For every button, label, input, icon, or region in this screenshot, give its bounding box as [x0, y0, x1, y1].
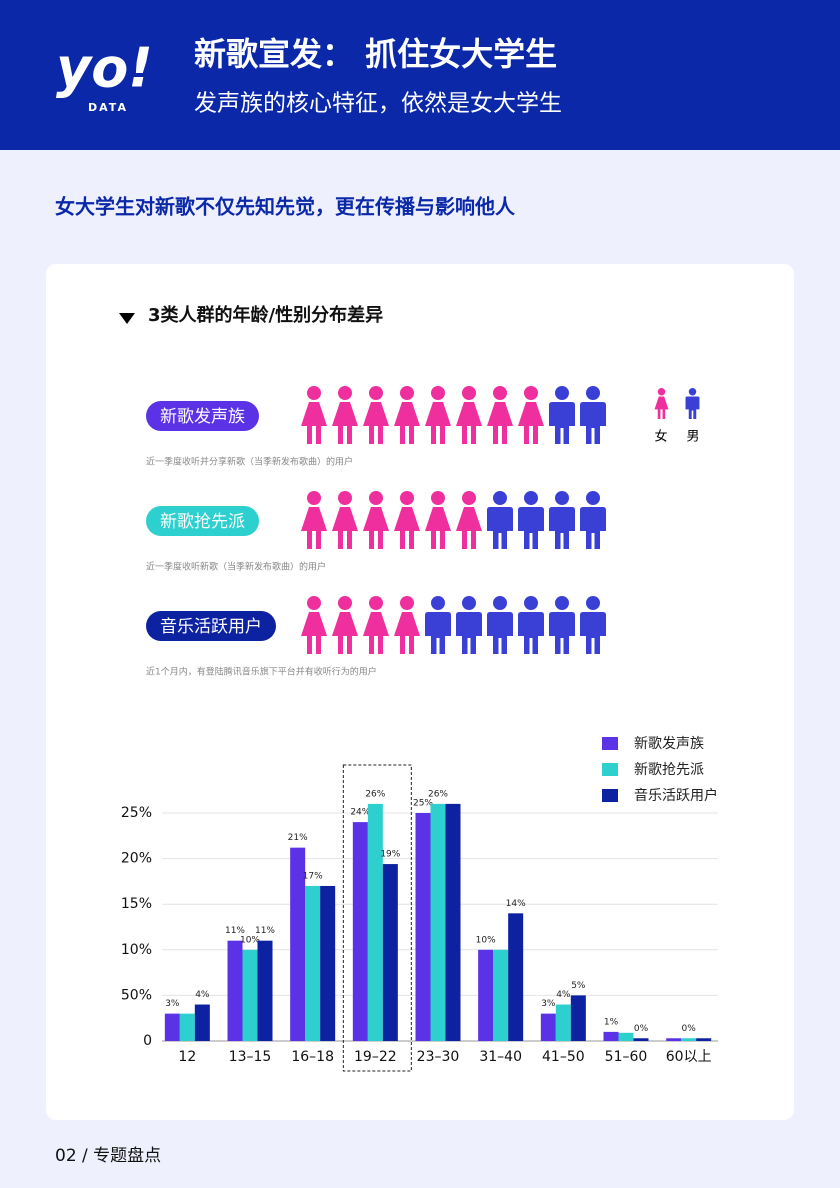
x-tick-label: 13–15 — [229, 1049, 272, 1065]
x-tick-label: 51–60 — [605, 1049, 648, 1065]
bar — [257, 940, 273, 1041]
bar — [508, 913, 524, 1041]
group-note: 近一季度收听新歌（当季新发布歌曲）的用户 — [146, 561, 326, 573]
value-label: 26% — [365, 789, 385, 799]
x-tick-label: 12 — [178, 1049, 196, 1065]
bar — [681, 1038, 697, 1041]
y-tick-label: 20% — [121, 851, 152, 867]
subtitle: 发声族的核心特征，依然是女大学生 — [194, 91, 562, 117]
bar — [603, 1031, 619, 1041]
bar — [493, 949, 509, 1041]
logo-sub: DATA — [88, 101, 128, 114]
footer: 02 / 专题盘点 — [55, 1146, 161, 1166]
value-label: 11% — [225, 926, 245, 936]
value-label: 21% — [288, 833, 308, 843]
value-label: 14% — [506, 899, 526, 909]
bar — [227, 940, 243, 1041]
value-label: 25% — [413, 799, 433, 809]
bar — [382, 864, 398, 1041]
value-label: 17% — [303, 871, 323, 881]
bar — [179, 1013, 195, 1041]
value-label: 3% — [541, 999, 556, 1009]
legend-swatch — [602, 737, 618, 750]
bar — [633, 1038, 649, 1041]
bar — [696, 1038, 712, 1041]
group-pill — [146, 401, 259, 431]
x-tick-label: 31–40 — [479, 1049, 522, 1065]
legend-male: 男 — [686, 430, 699, 445]
group-name: 新歌抢先派 — [160, 512, 245, 532]
bar — [570, 995, 586, 1041]
group-pill — [146, 611, 276, 641]
bar — [555, 1004, 571, 1041]
legend-label: 新歌抢先派 — [634, 761, 704, 778]
group-note: 近一季度收听并分享新歌（当季新发布歌曲）的用户 — [146, 456, 353, 468]
value-label: 0% — [682, 1024, 697, 1034]
legend-female: 女 — [654, 429, 667, 445]
x-tick-label: 23–30 — [417, 1049, 460, 1065]
chart: 050%10%15%20%25%123%4%13–1511%10%11%16–1… — [121, 736, 718, 1072]
logo: yo! — [56, 37, 153, 100]
y-tick-label: 0 — [143, 1033, 152, 1049]
header-band — [0, 0, 840, 150]
legend-swatch — [602, 763, 618, 776]
headline: 女大学生对新歌不仅先知先觉，更在传播与影响他人 — [55, 195, 516, 219]
groups: 新歌发声族近一季度收听并分享新歌（当季新发布歌曲）的用户新歌抢先派近一季度收听新… — [146, 386, 700, 678]
value-label: 0% — [634, 1024, 649, 1034]
bar — [478, 949, 494, 1041]
value-label: 26% — [428, 789, 448, 799]
legend-swatch — [602, 789, 618, 802]
bar — [320, 885, 336, 1041]
value-label: 24% — [350, 808, 370, 818]
highlight-box — [342, 764, 412, 1072]
triangle-icon — [119, 313, 135, 324]
bar — [242, 949, 258, 1041]
section-title: 3类人群的年龄/性别分布差异 — [148, 304, 383, 326]
legend-label: 新歌发声族 — [634, 736, 704, 752]
bar — [194, 1004, 210, 1041]
bar — [352, 822, 368, 1041]
bar — [164, 1013, 180, 1041]
value-label: 10% — [476, 935, 496, 945]
bar — [445, 803, 461, 1041]
legend-label: 音乐活跃用户 — [634, 787, 718, 804]
y-tick-label: 15% — [121, 896, 152, 912]
bar — [305, 885, 321, 1041]
value-label: 3% — [165, 999, 180, 1009]
y-tick-label: 50% — [121, 987, 152, 1003]
y-tick-label: 25% — [121, 805, 152, 821]
group-pill — [146, 506, 259, 536]
value-label: 4% — [195, 990, 210, 1000]
x-tick-label: 41–50 — [542, 1049, 585, 1065]
bar — [415, 813, 431, 1041]
y-tick-label: 10% — [121, 942, 152, 958]
value-label: 19% — [380, 850, 400, 860]
bar — [666, 1038, 682, 1041]
group-note: 近1个月内，有登陆腾讯音乐旗下平台并有收听行为的用户 — [146, 666, 377, 678]
group-name: 音乐活跃用户 — [160, 617, 262, 637]
card — [46, 264, 794, 1120]
x-tick-label: 19–22 — [354, 1049, 397, 1065]
value-label: 10% — [240, 935, 260, 945]
group-name: 新歌发声族 — [160, 407, 245, 427]
bar — [430, 803, 446, 1041]
x-tick-label: 16–18 — [291, 1049, 334, 1065]
value-label: 1% — [604, 1017, 619, 1027]
x-tick-label: 60以上 — [666, 1049, 712, 1065]
title: 新歌宣发： 抓住女大学生 — [194, 35, 557, 73]
value-label: 4% — [556, 990, 571, 1000]
bar — [290, 847, 306, 1041]
value-label: 11% — [255, 926, 275, 936]
bar — [540, 1013, 556, 1041]
bar — [618, 1032, 634, 1041]
value-label: 5% — [571, 981, 586, 991]
bar — [367, 803, 383, 1041]
